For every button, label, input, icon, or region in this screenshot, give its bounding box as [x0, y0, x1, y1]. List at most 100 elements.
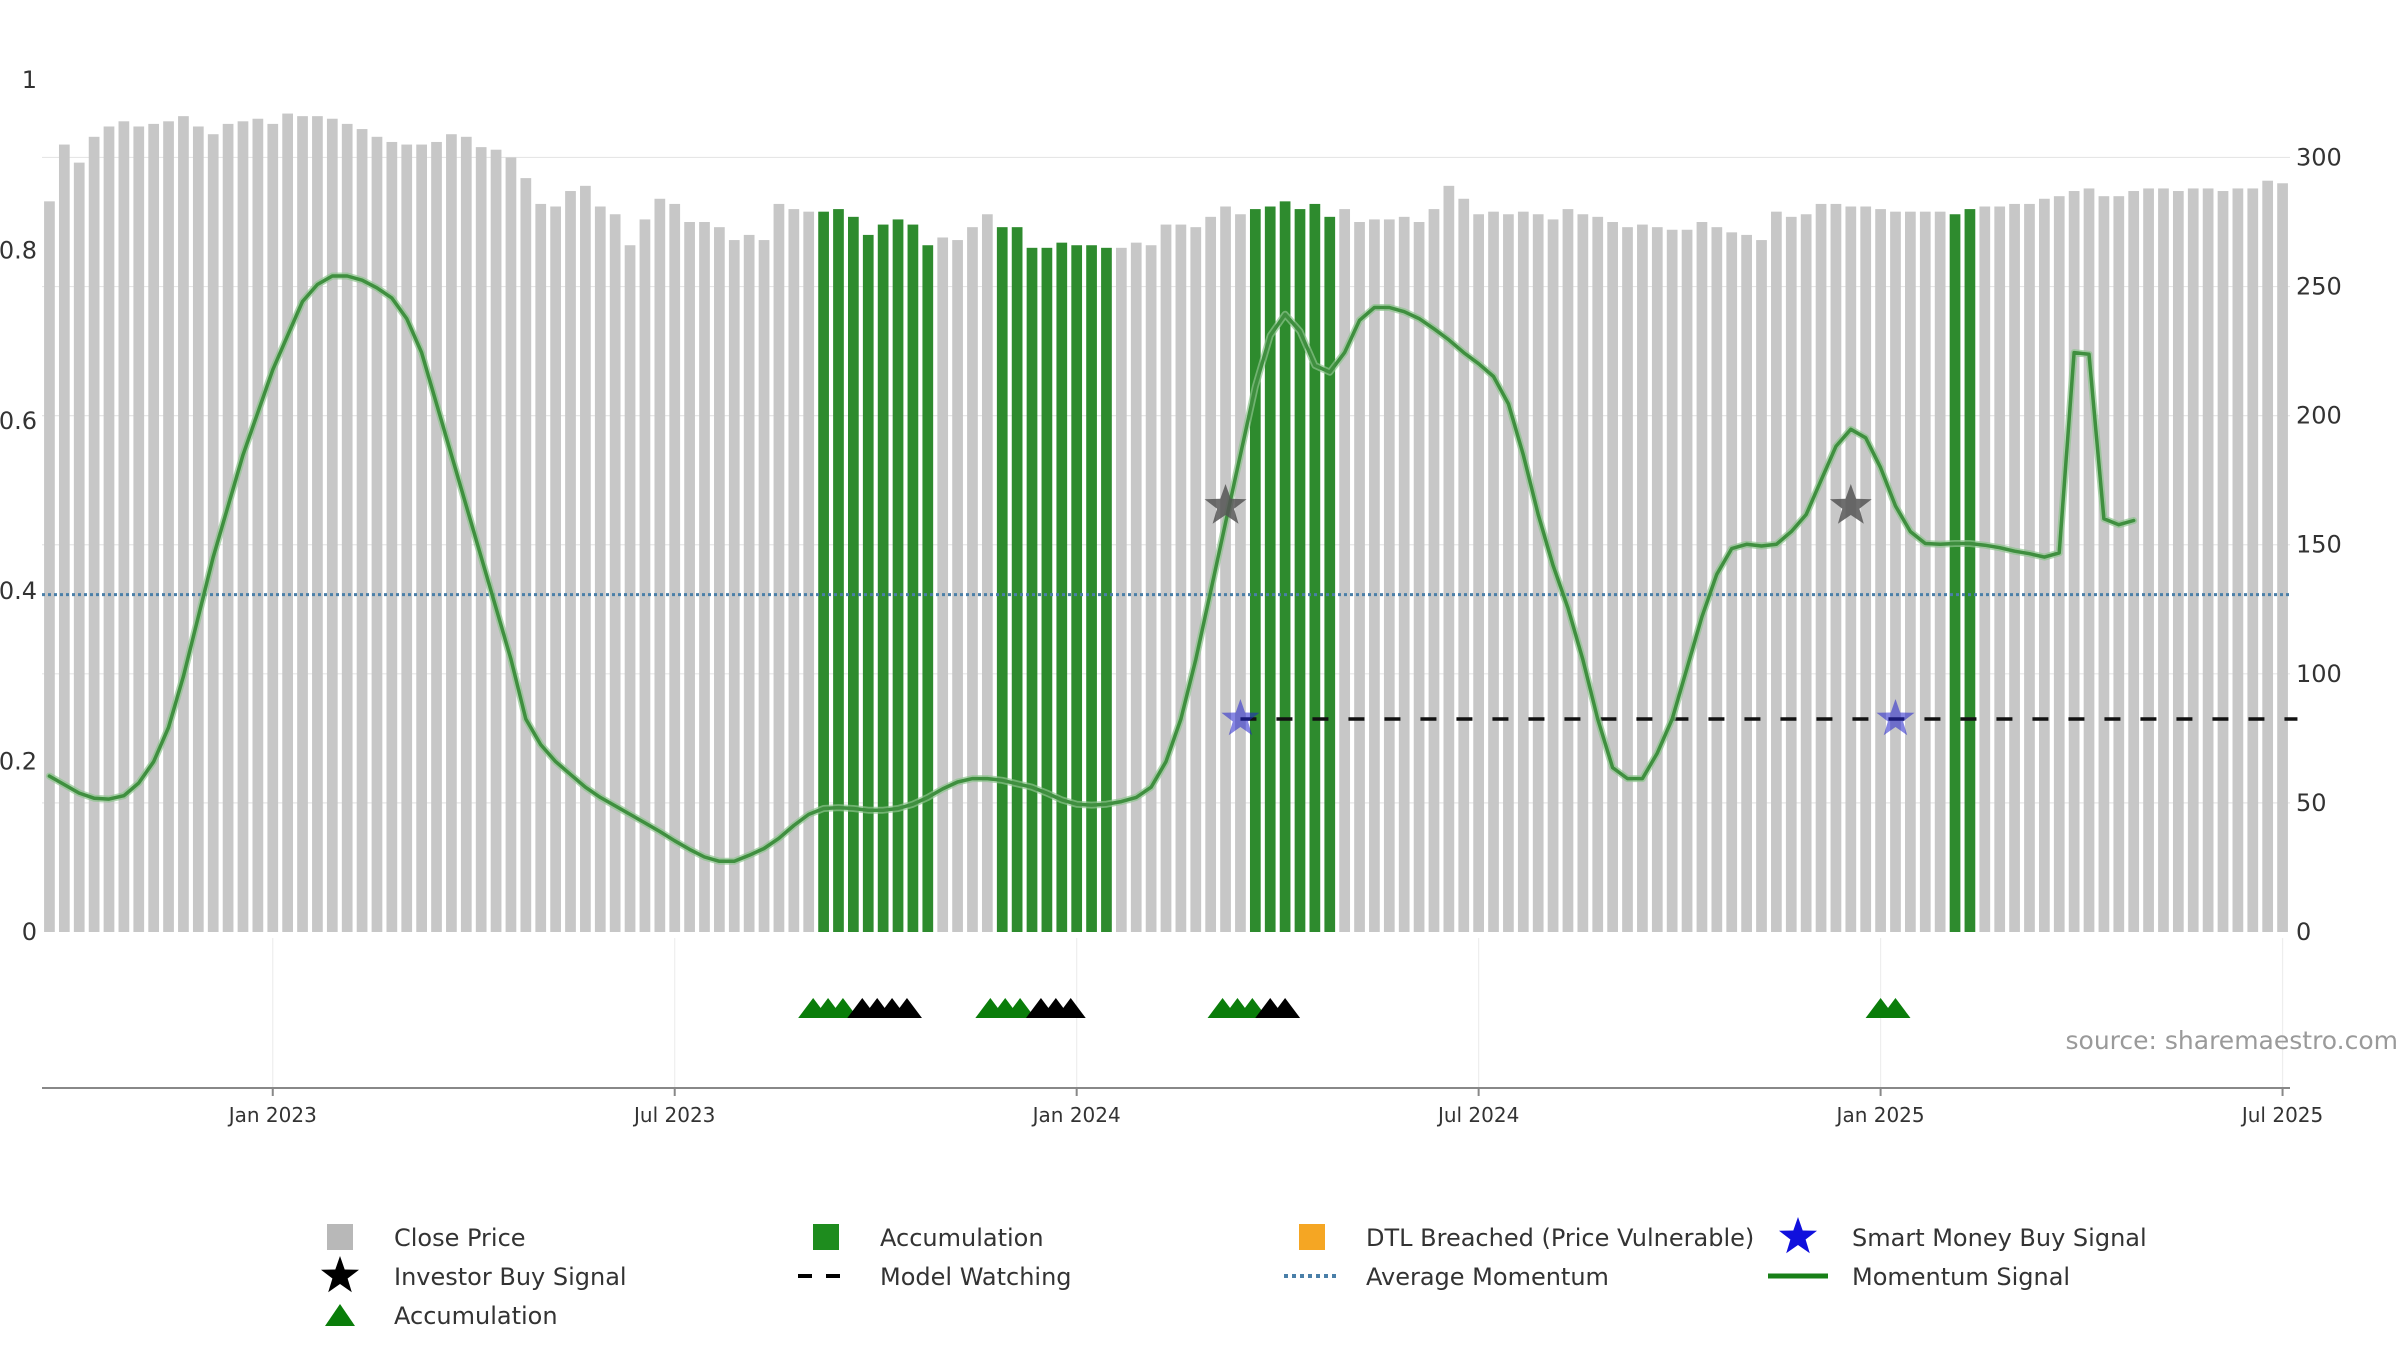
smart-money-buy-star-icon [1221, 699, 1260, 736]
price-bar [2277, 183, 2288, 932]
x-tick-label: Jan 2025 [1835, 1103, 1925, 1127]
price-bar [609, 214, 621, 932]
price-bar [1458, 198, 1470, 932]
price-bar [312, 116, 323, 932]
price-bar [743, 234, 755, 932]
smart-money-buy-star-icon [1876, 699, 1915, 736]
accumulation-bar [1249, 209, 1261, 933]
accumulation-bar [848, 216, 859, 933]
price-bar [58, 144, 70, 933]
accumulation-triangle-icon [827, 998, 858, 1018]
legend-label: Accumulation [394, 1302, 558, 1330]
price-bar [1145, 245, 1157, 933]
price-bar [669, 203, 681, 932]
price-bar [356, 129, 368, 933]
legend-item: Smart Money Buy Signal [1779, 1217, 2147, 1254]
accumulation-bar [1056, 242, 1068, 932]
price-bar [1175, 224, 1187, 932]
price-bar [73, 162, 85, 932]
price-bar [2202, 188, 2214, 932]
price-bar [148, 123, 160, 932]
price-bar [1488, 211, 1499, 933]
accumulation-bar [1279, 201, 1291, 933]
price-bar [2232, 188, 2244, 932]
price-bar [1562, 209, 1574, 933]
price-bar [192, 126, 204, 933]
price-bar [1919, 211, 1931, 933]
price-bar [267, 123, 279, 932]
price-bar [2068, 191, 2080, 932]
price-bar [1503, 214, 1514, 932]
price-bar [1860, 206, 1872, 932]
source-label: source: sharemaestro.com [2066, 1026, 2399, 1055]
price-bar [565, 191, 576, 932]
right-tick-label: 200 [2296, 402, 2342, 430]
legend-item: Accumulation [325, 1302, 558, 1330]
left-tick-label: 0 [22, 918, 37, 946]
legend-item: Close Price [327, 1224, 526, 1252]
price-bar [1160, 224, 1172, 932]
accumulation-triangle-icon [1880, 998, 1911, 1018]
price-bars [44, 113, 2288, 933]
price-bar [952, 240, 963, 932]
price-bar [981, 214, 993, 932]
accumulation-swatch-icon [813, 1224, 839, 1250]
price-bar [163, 121, 174, 932]
signals-layer [1204, 484, 1915, 736]
price-bar [2053, 196, 2065, 932]
price-bar [178, 116, 189, 932]
x-tick-label: Jan 2023 [227, 1103, 317, 1127]
price-bar [594, 206, 606, 932]
accumulation-bar [1964, 209, 1976, 933]
price-bar [1428, 209, 1440, 933]
price-bar [967, 227, 978, 932]
price-bar [535, 203, 547, 932]
accumulation-bar [877, 224, 889, 932]
price-bar [1845, 206, 1857, 932]
right-tick-label: 300 [2296, 143, 2342, 171]
price-bar [1771, 211, 1782, 933]
price-bar [207, 134, 219, 933]
price-bar [1934, 211, 1946, 933]
price-bar [624, 245, 636, 933]
x-tick-label: Jul 2025 [2240, 1103, 2323, 1127]
accumulation-triangle-icon [1055, 998, 1086, 1018]
price-bar [1800, 214, 1812, 932]
accumulation-bar [996, 227, 1008, 932]
price-bar [2158, 188, 2169, 932]
investor-buy-star-icon [1829, 484, 1872, 524]
price-bar [2262, 180, 2274, 932]
left-tick-label: 0.2 [0, 748, 37, 776]
price-bar [639, 219, 651, 933]
legend-item: Momentum Signal [1768, 1263, 2070, 1291]
price-bar [326, 118, 338, 933]
price-bar [88, 136, 100, 933]
legend-item: Investor Buy Signal [321, 1256, 627, 1293]
price-bar [1666, 229, 1678, 932]
legend-item: Accumulation [813, 1224, 1044, 1252]
left-tick-label: 0.4 [0, 577, 37, 605]
legend-label: Model Watching [880, 1263, 1072, 1291]
price-bar [431, 141, 442, 932]
price-bar [684, 222, 695, 932]
price-bar [1651, 227, 1663, 932]
price-bar [2083, 188, 2095, 932]
left-tick-label: 1 [22, 66, 37, 94]
price-bar [758, 240, 770, 932]
accumulation-bar [1264, 206, 1276, 932]
price-bar [1443, 185, 1455, 933]
price-bar [282, 113, 293, 932]
accumulation-bar [862, 234, 874, 932]
legend-label: Momentum Signal [1852, 1263, 2070, 1291]
price-bar [446, 134, 457, 933]
price-bar [118, 121, 130, 932]
price-bar [475, 147, 487, 932]
price-bar [341, 123, 353, 932]
price-bar [1905, 211, 1916, 933]
price-bar [788, 209, 800, 933]
price-bar [714, 227, 725, 932]
price-bar [1622, 227, 1633, 932]
right-tick-label: 250 [2296, 273, 2342, 301]
price-bar [401, 144, 413, 933]
price-bar [505, 157, 517, 932]
